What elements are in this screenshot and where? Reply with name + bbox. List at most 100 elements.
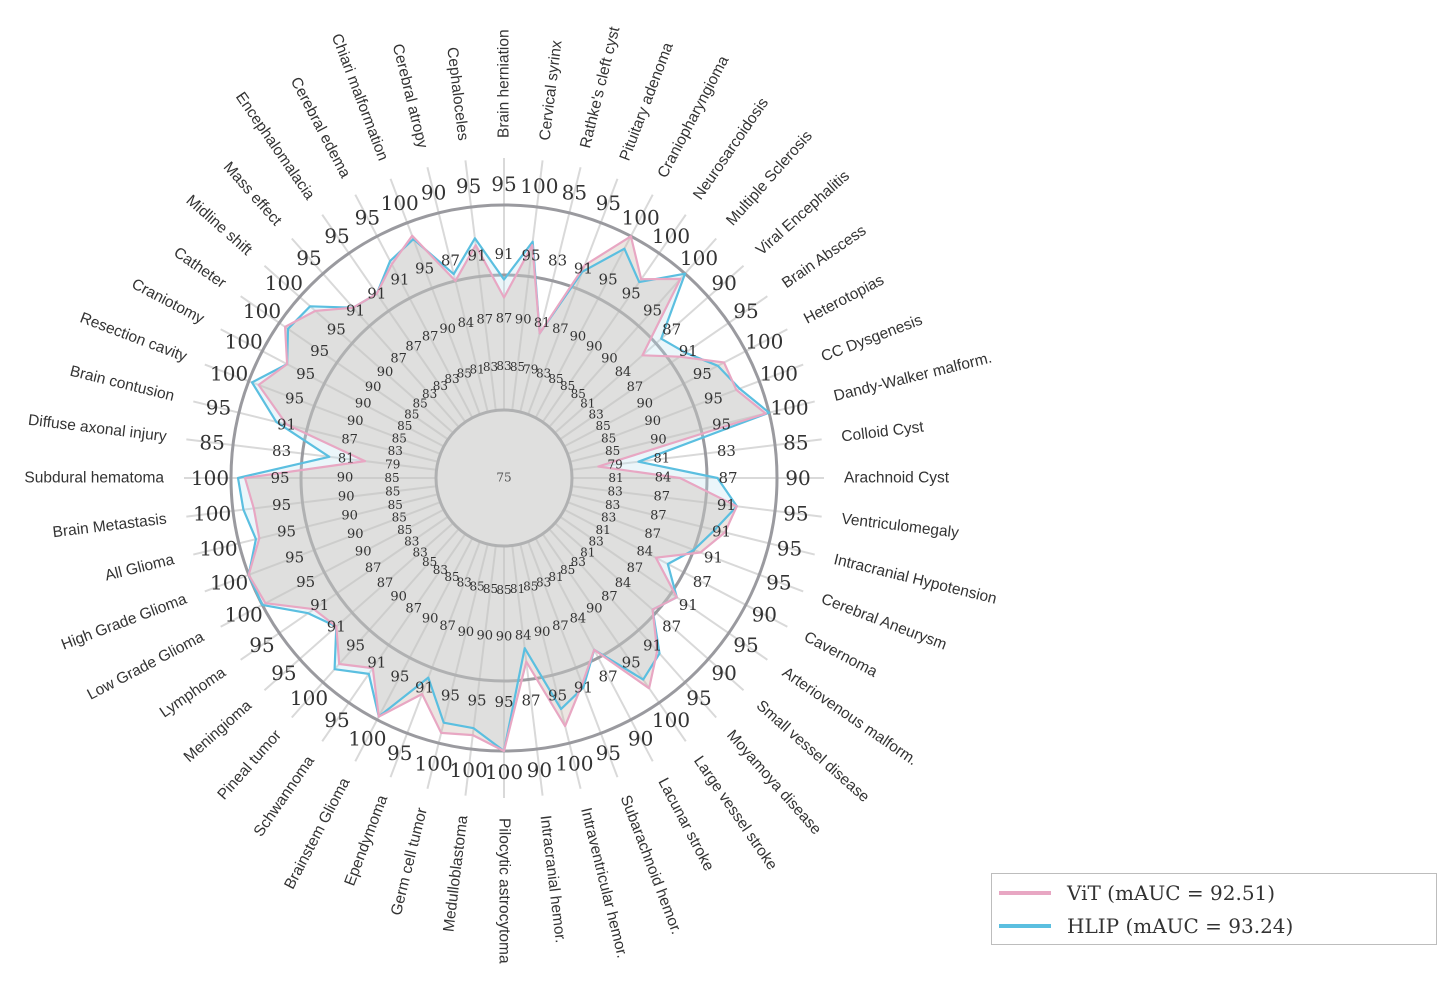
tick-label-inner1-4: 90 [570,330,587,345]
tick-label-inner2-25: 81 [510,582,525,596]
tick-label-mid-1: 95 [521,247,540,265]
tick-label-mid-18: 91 [679,596,698,614]
tick-label-mid-45: 95 [327,321,346,339]
tick-label-mid-23: 91 [574,678,593,696]
tick-label-inner1-21: 90 [586,601,603,616]
tick-label-inner2-41: 83 [388,444,403,458]
series-fill-hlip [238,238,770,752]
tick-label-inner1-29: 87 [439,619,456,634]
tick-label-outer-30: 100 [348,726,386,750]
category-label-14: Ventriculomegaly [840,511,959,542]
category-label-32: Pineal tumor [214,727,284,803]
spoke-35 [220,508,445,628]
tick-label-mid-12: 83 [717,442,736,460]
tick-label-inner1-6: 90 [601,352,618,367]
tick-label-inner2-35: 85 [397,523,412,537]
spoke-11 [569,400,815,463]
tick-label-mid-47: 91 [367,285,386,303]
spoke-36 [204,501,441,593]
tick-label-outer-37: 100 [199,536,237,560]
tick-label-mid-6: 95 [643,301,662,319]
tick-label-outer-7: 90 [711,271,736,295]
legend: ViT (mAUC = 92.51) HLIP (mAUC = 93.24) [991,873,1437,945]
tick-label-outer-9: 100 [745,329,783,353]
tick-label-outer-5: 100 [652,224,690,248]
tick-label-inner1-1: 90 [515,313,532,328]
category-label-42: Resection cavity [78,309,190,365]
category-label-0: Brain herniation [496,29,513,138]
tick-label-inner1-36: 90 [347,527,364,542]
tick-label-inner1-45: 90 [377,365,394,380]
tick-label-mid-42: 95 [285,390,304,408]
category-label-34: Lymphoma [157,664,230,721]
tick-label-outer-20: 95 [686,686,711,710]
tick-label-mid-25: 87 [521,691,540,709]
tick-label-mid-5: 95 [622,285,641,303]
tick-label-inner2-36: 85 [392,511,407,525]
tick-label-inner2-3: 83 [536,366,551,380]
tick-label-inner1-34: 87 [365,561,382,576]
spoke-6 [548,237,717,428]
tick-label-outer-34: 95 [249,633,274,657]
tick-label-outer-33: 95 [271,661,296,685]
tick-label-inner2-37: 85 [388,498,403,512]
tick-label-outer-44: 100 [243,299,281,323]
category-label-9: Heterotopias [801,272,887,328]
tick-label-mid-9: 95 [693,365,712,383]
tick-label-inner2-30: 85 [444,570,459,584]
spoke-27 [464,545,497,796]
category-label-22: Lacunar stroke [654,775,717,874]
tick-label-outer-1: 100 [520,174,558,198]
tick-label-inner1-27: 90 [477,628,494,643]
spoke-49 [389,178,481,415]
legend-swatch-vit [999,891,1051,895]
tick-label-outer-43: 100 [225,329,263,353]
tick-label-outer-39: 100 [191,466,229,490]
tick-label-inner1-22: 84 [570,611,587,626]
tick-label-inner1-25: 84 [515,628,532,643]
tick-label-inner1-39: 90 [337,471,354,486]
tick-label-inner1-2: 81 [534,316,551,331]
tick-label-mid-46: 91 [346,301,365,319]
tick-label-outer-27: 100 [450,758,488,782]
tick-label-inner1-20: 87 [601,590,618,605]
tick-label-inner1-40: 81 [338,451,355,466]
tick-label-inner2-18: 83 [589,535,604,549]
spoke-8 [559,295,768,441]
tick-label-outer-6: 100 [680,246,718,270]
tick-label-mid-10: 95 [704,390,723,408]
tick-label-inner1-43: 90 [355,397,372,412]
tick-label-outer-25: 90 [527,758,552,782]
tick-label-mid-27: 95 [467,691,486,709]
tick-label-inner1-50: 84 [458,316,475,331]
spoke-25 [511,545,544,796]
spoke-41 [193,400,439,463]
spoke-1 [511,160,544,411]
tick-label-inner2-12: 79 [608,458,623,472]
tick-label-outer-40: 85 [199,431,224,455]
legend-item-hlip: HLIP (mAUC = 93.24) [992,911,1293,941]
category-label-33: Meningioma [181,697,256,766]
series-line-vit [243,234,767,753]
tick-label-outer-32: 100 [290,686,328,710]
tick-label-mid-16: 91 [704,548,723,566]
tick-label-outer-41: 95 [206,396,231,420]
tick-label-inner2-38: 85 [385,485,400,499]
tick-label-outer-46: 95 [296,246,321,270]
tick-label-mid-28: 95 [441,687,460,705]
tick-label-mid-20: 91 [643,637,662,655]
spoke-20 [548,528,717,719]
tick-label-mid-8: 91 [679,342,698,360]
tick-label-mid-39: 95 [270,469,289,487]
tick-label-inner2-6: 85 [571,387,586,401]
category-label-27: Medulloblastoma [440,814,471,933]
spoke-51 [464,160,497,411]
tick-label-outer-49: 100 [381,191,419,215]
tick-label-mid-21: 95 [622,653,641,671]
tick-label-inner2-28: 85 [470,580,485,594]
tick-label-outer-26: 100 [485,760,523,784]
tick-label-outer-19: 90 [711,661,736,685]
tick-label-outer-31: 95 [324,708,349,732]
spoke-12 [571,438,822,471]
radar-spokes [184,158,824,798]
